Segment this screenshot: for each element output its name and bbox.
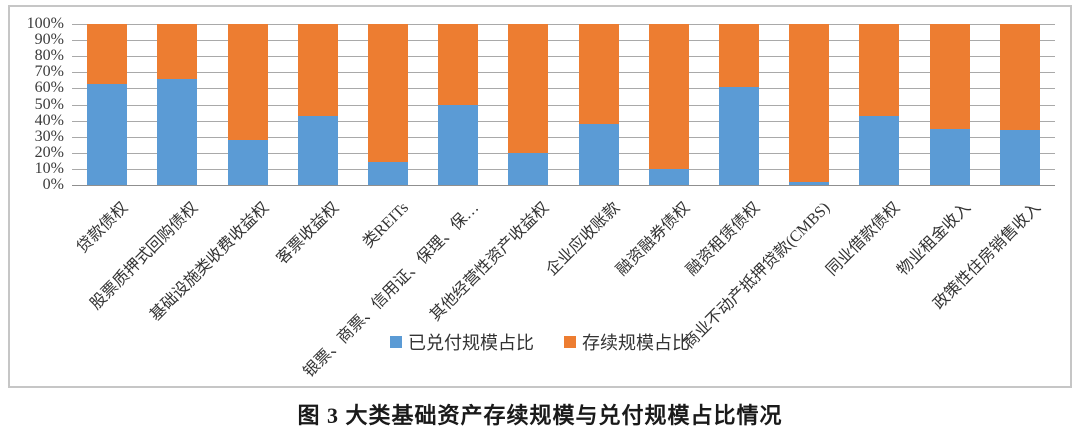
gridline-100%	[72, 24, 1055, 25]
x-category-label: 同业借款债权	[823, 199, 904, 280]
x-category-label: 客票收益权	[273, 199, 343, 268]
outstanding-segment	[648, 24, 689, 169]
paid-segment	[999, 130, 1040, 185]
x-category-label: 其他经营性资产收益权	[427, 199, 553, 325]
paid-segment	[859, 115, 900, 185]
paid-segment	[929, 128, 970, 185]
x-category-label: 贷款债权	[74, 199, 132, 257]
outstanding-segment	[438, 24, 479, 105]
stacked-bar	[859, 24, 900, 185]
y-tick-label: 50%	[34, 95, 64, 113]
chart-caption: 图 3 大类基础资产存续规模与兑付规模占比情况	[297, 403, 783, 428]
y-tick-label: 0%	[42, 176, 64, 193]
gridline-0%	[72, 185, 1055, 186]
y-tick-label: 40%	[34, 111, 64, 129]
x-category-label: 物业租金收入	[894, 199, 974, 280]
legend-label: 已兑付规模占比	[408, 333, 534, 353]
y-tick-label: 90%	[34, 31, 64, 49]
y-tick-label: 10%	[34, 159, 64, 177]
stacked-bar	[789, 24, 830, 185]
outstanding-segment	[367, 24, 408, 163]
gridline-10%	[72, 168, 1055, 170]
outstanding-segment	[227, 24, 268, 140]
gridline-90%	[72, 40, 1055, 42]
legend-item: 已兑付规模占比	[390, 329, 534, 355]
stacked-bar	[297, 24, 338, 185]
outstanding-segment	[297, 24, 338, 116]
legend-swatch-icon	[564, 336, 576, 348]
paid-segment	[157, 78, 198, 185]
gridline-80%	[72, 56, 1055, 58]
stacked-bar	[719, 24, 760, 185]
plot-area	[72, 24, 1055, 186]
x-category-label: 融资融券债权	[613, 199, 694, 280]
stacked-bar	[227, 24, 268, 185]
stacked-bar	[929, 24, 970, 185]
x-category-label: 融资租赁债权	[683, 199, 764, 280]
x-category-label: 类REITs	[360, 199, 413, 252]
y-tick-label: 70%	[34, 63, 64, 81]
gridline-40%	[72, 120, 1055, 122]
stacked-bar	[157, 24, 198, 185]
paid-segment	[578, 123, 619, 185]
legend-label: 存续规模占比	[582, 333, 690, 353]
x-category-label: 企业应收账款	[542, 199, 623, 280]
legend-item: 存续规模占比	[564, 329, 690, 355]
y-tick-label: 100%	[26, 15, 64, 32]
paid-segment	[508, 152, 549, 185]
paid-segment	[719, 86, 760, 185]
y-tick-label: 30%	[34, 127, 64, 145]
paid-segment	[438, 104, 479, 185]
paid-segment	[227, 139, 268, 185]
gridline-20%	[72, 152, 1055, 154]
gridline-70%	[72, 72, 1055, 74]
stacked-bar	[438, 24, 479, 185]
paid-segment	[367, 162, 408, 185]
outstanding-segment	[999, 24, 1040, 131]
stacked-bar	[367, 24, 408, 185]
x-category-label: 政策性住房销售收入	[930, 199, 1045, 314]
paid-segment	[789, 181, 830, 185]
y-tick-label: 20%	[34, 143, 64, 161]
gridline-50%	[72, 104, 1055, 106]
stacked-bar	[648, 24, 689, 185]
outstanding-segment	[157, 24, 198, 79]
outstanding-segment	[859, 24, 900, 116]
outstanding-segment	[719, 24, 760, 87]
chart-frame: 100% 90% 80% 70% 60% 50% 40% 30% 20% 10% 0% 贷款债权 股票…	[8, 5, 1072, 388]
y-tick-label: 60%	[34, 79, 64, 97]
paid-segment	[87, 83, 128, 185]
legend: 已兑付规模占比 存续规模占比	[10, 329, 1070, 355]
x-category-label: 股票质押式回购债权	[87, 199, 202, 314]
outstanding-segment	[508, 24, 549, 153]
x-category-label: 基础设施类收费收益权	[146, 199, 272, 325]
outstanding-segment	[578, 24, 619, 124]
outstanding-segment	[929, 24, 970, 129]
stacked-bar	[578, 24, 619, 185]
outstanding-segment	[87, 24, 128, 84]
y-tick-label: 80%	[34, 47, 64, 65]
stacked-bar	[87, 24, 128, 185]
paid-segment	[297, 115, 338, 185]
legend-swatch-icon	[390, 336, 402, 348]
stacked-bar	[999, 24, 1040, 185]
outstanding-segment	[789, 24, 830, 182]
paid-segment	[648, 168, 689, 185]
stacked-bar	[508, 24, 549, 185]
gridline-30%	[72, 136, 1055, 138]
gridline-60%	[72, 88, 1055, 90]
